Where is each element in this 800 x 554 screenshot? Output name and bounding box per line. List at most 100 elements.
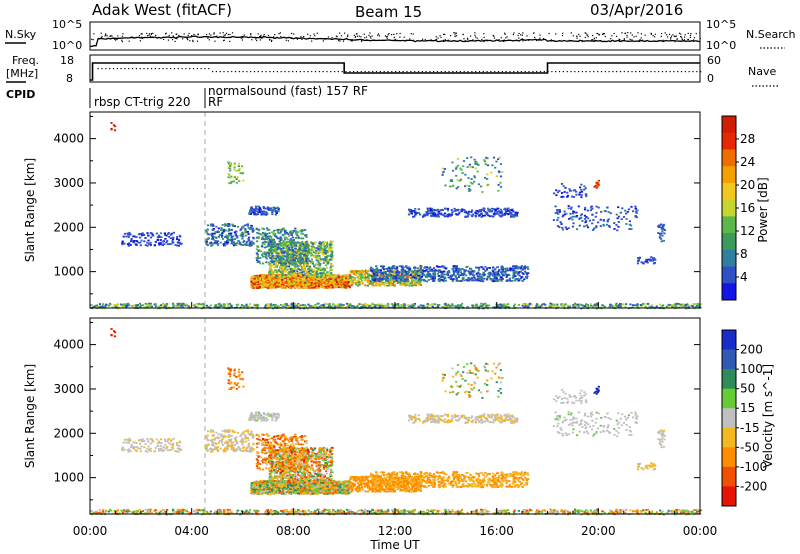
noise-search-dot <box>447 39 449 41</box>
power-cell <box>271 286 274 289</box>
power-cell <box>121 240 124 243</box>
power-cell <box>401 282 404 285</box>
noise-search-dot <box>378 35 380 37</box>
power-cell <box>205 243 208 245</box>
noise-search-dot <box>690 32 692 35</box>
power-cell <box>330 274 333 277</box>
power-cell <box>415 272 418 274</box>
freq-left-tick-bottom: 8 <box>66 72 73 85</box>
power-cell <box>334 285 337 287</box>
power-cell <box>454 276 457 278</box>
noise-search-dot <box>640 37 642 39</box>
nave-dot <box>578 71 580 73</box>
power-cell <box>418 274 421 277</box>
power-cell <box>319 262 322 265</box>
power-cell <box>298 248 301 250</box>
power-cell <box>213 232 216 235</box>
power-cell <box>226 224 229 227</box>
power-cell <box>321 258 324 261</box>
power-cell <box>326 244 329 247</box>
power-cell <box>206 224 210 227</box>
nave-dot <box>497 71 500 73</box>
power-cell <box>274 232 277 235</box>
power-cell <box>331 275 334 278</box>
power-cell <box>412 273 415 276</box>
power-cell <box>229 229 232 232</box>
noise-right-tick-top: 10^5 <box>706 18 736 31</box>
power-cell <box>491 274 495 277</box>
power-cell <box>525 266 528 269</box>
noise-search-dot <box>206 33 208 36</box>
power-cell <box>363 270 366 273</box>
power-cell <box>321 282 324 284</box>
power-cell <box>140 234 144 237</box>
power-cell <box>342 286 345 289</box>
power-cell <box>262 213 265 216</box>
power-cell <box>404 280 407 282</box>
noise-search-dot <box>638 39 640 42</box>
power-cell <box>215 225 218 228</box>
power-cell <box>516 273 519 276</box>
power-cell <box>366 279 369 282</box>
power-cell <box>317 251 320 253</box>
noise-search-dot <box>358 35 360 37</box>
power-cell <box>455 279 458 282</box>
power-cell <box>353 271 356 274</box>
power-cell <box>477 271 480 274</box>
power-cell <box>306 252 309 255</box>
noise-search-dot <box>227 33 229 36</box>
station-title: Adak West (fitACF) <box>92 1 232 19</box>
power-cell <box>306 246 309 249</box>
noise-search-dot <box>490 39 492 41</box>
power-cell <box>329 244 332 247</box>
power-cell <box>287 265 290 268</box>
power-cell <box>302 270 305 273</box>
power-cell <box>465 274 468 277</box>
noise-search-dot <box>604 35 606 38</box>
power-cell <box>403 273 406 276</box>
power-cell <box>515 270 518 273</box>
power-cell <box>301 258 304 260</box>
power-cell <box>356 284 359 286</box>
noise-search-dot <box>674 40 676 43</box>
noise-search-dot <box>533 32 535 34</box>
nave-dot <box>212 71 214 73</box>
power-cell <box>283 255 286 258</box>
power-cell <box>272 244 275 246</box>
power-cell <box>298 264 301 266</box>
power-cell <box>415 277 418 279</box>
nave-dot <box>517 71 519 73</box>
power-cell <box>416 282 419 285</box>
power-cell <box>142 234 145 236</box>
power-cell <box>299 251 302 253</box>
noise-panel: N.Sky 10^5 10^0 10^5 10^0 N.Search <box>5 18 796 52</box>
nave-dot <box>680 71 683 73</box>
power-cell <box>280 242 283 244</box>
power-cell <box>267 240 270 243</box>
power-cell <box>423 274 426 277</box>
noise-search-dot <box>444 33 446 35</box>
nave-dot <box>688 71 690 73</box>
power-cell <box>274 281 277 284</box>
power-cell <box>315 284 318 287</box>
power-cell <box>419 271 422 274</box>
power-cell <box>298 285 301 288</box>
power-cell <box>341 277 344 280</box>
power-cell <box>518 266 521 269</box>
power-cell <box>270 238 273 240</box>
nave-dot <box>173 68 176 70</box>
power-cell <box>324 257 327 260</box>
power-cell <box>261 254 264 256</box>
power-cell <box>267 282 270 285</box>
power-cell <box>277 277 281 280</box>
power-cell <box>233 231 236 234</box>
noise-search-dot <box>366 39 368 41</box>
power-cell <box>313 273 316 275</box>
power-cell <box>250 284 253 286</box>
power-cell <box>267 242 270 245</box>
power-cell <box>258 279 261 282</box>
noise-search-dot <box>192 35 194 37</box>
power-cell <box>455 269 458 272</box>
power-cell <box>259 262 262 265</box>
noise-search-dot <box>642 39 644 41</box>
